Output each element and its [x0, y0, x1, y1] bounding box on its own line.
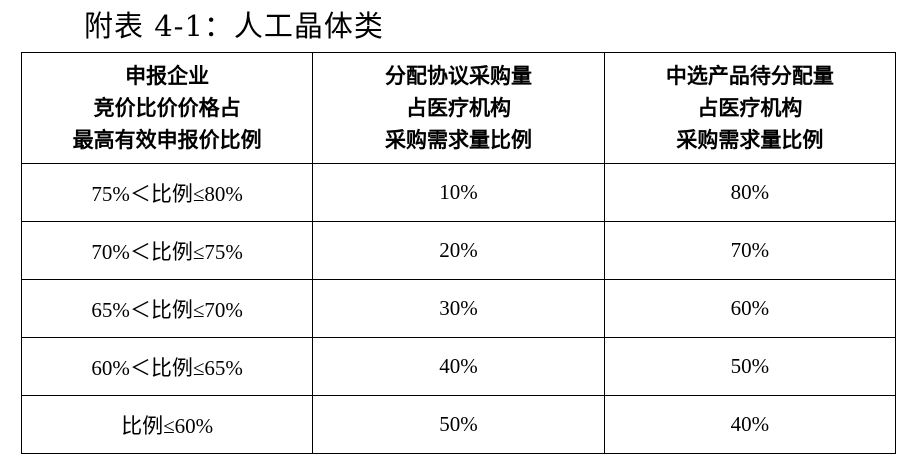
table-row: 65%＜比例≤70% 30% 60% [20, 279, 897, 338]
cell-ratio-range: 65%＜比例≤70% [20, 279, 314, 338]
table-row: 比例≤60% 50% 40% [20, 395, 897, 454]
cell-ratio-range: 70%＜比例≤75% [20, 221, 314, 280]
table-row: 75%＜比例≤80% 10% 80% [20, 163, 897, 222]
cell-selected-share: 40% [603, 395, 897, 454]
cell-agreement-share: 20% [312, 221, 605, 280]
table-row: 60%＜比例≤65% 40% 50% [20, 337, 897, 396]
header-line: 申报企业 [125, 64, 210, 88]
table-title: 附表 4-1：人工晶体类 [84, 9, 384, 43]
cell-agreement-share: 50% [312, 395, 605, 454]
header-bid-ratio: 申报企业 竞价比价价格占 最高有效申报价比例 [20, 52, 314, 164]
header-row: 申报企业 竞价比价价格占 最高有效申报价比例 分配协议采购量 占医疗机构 采购需… [20, 52, 897, 164]
header-agreement-share: 分配协议采购量 占医疗机构 采购需求量比例 [312, 52, 605, 164]
cell-selected-share: 70% [603, 221, 897, 280]
header-selected-share: 中选产品待分配量 占医疗机构 采购需求量比例 [603, 52, 897, 164]
header-line: 占医疗机构 [697, 96, 803, 120]
table-row: 70%＜比例≤75% 20% 70% [20, 221, 897, 280]
header-line: 中选产品待分配量 [665, 64, 834, 88]
cell-ratio-range: 60%＜比例≤65% [20, 337, 314, 396]
cell-agreement-share: 30% [312, 279, 605, 338]
cell-selected-share: 50% [603, 337, 897, 396]
cell-selected-share: 80% [603, 163, 897, 222]
header-line: 竞价比价价格占 [93, 96, 241, 120]
cell-selected-share: 60% [603, 279, 897, 338]
header-line: 采购需求量比例 [384, 128, 532, 152]
allocation-table: 申报企业 竞价比价价格占 最高有效申报价比例 分配协议采购量 占医疗机构 采购需… [20, 52, 897, 454]
header-line: 分配协议采购量 [384, 64, 532, 88]
cell-ratio-range: 75%＜比例≤80% [20, 163, 314, 222]
cell-agreement-share: 10% [312, 163, 605, 222]
header-line: 最高有效申报价比例 [72, 128, 262, 152]
header-line: 采购需求量比例 [676, 128, 824, 152]
cell-agreement-share: 40% [312, 337, 605, 396]
header-line: 占医疗机构 [405, 96, 511, 120]
cell-ratio-range: 比例≤60% [20, 395, 314, 454]
